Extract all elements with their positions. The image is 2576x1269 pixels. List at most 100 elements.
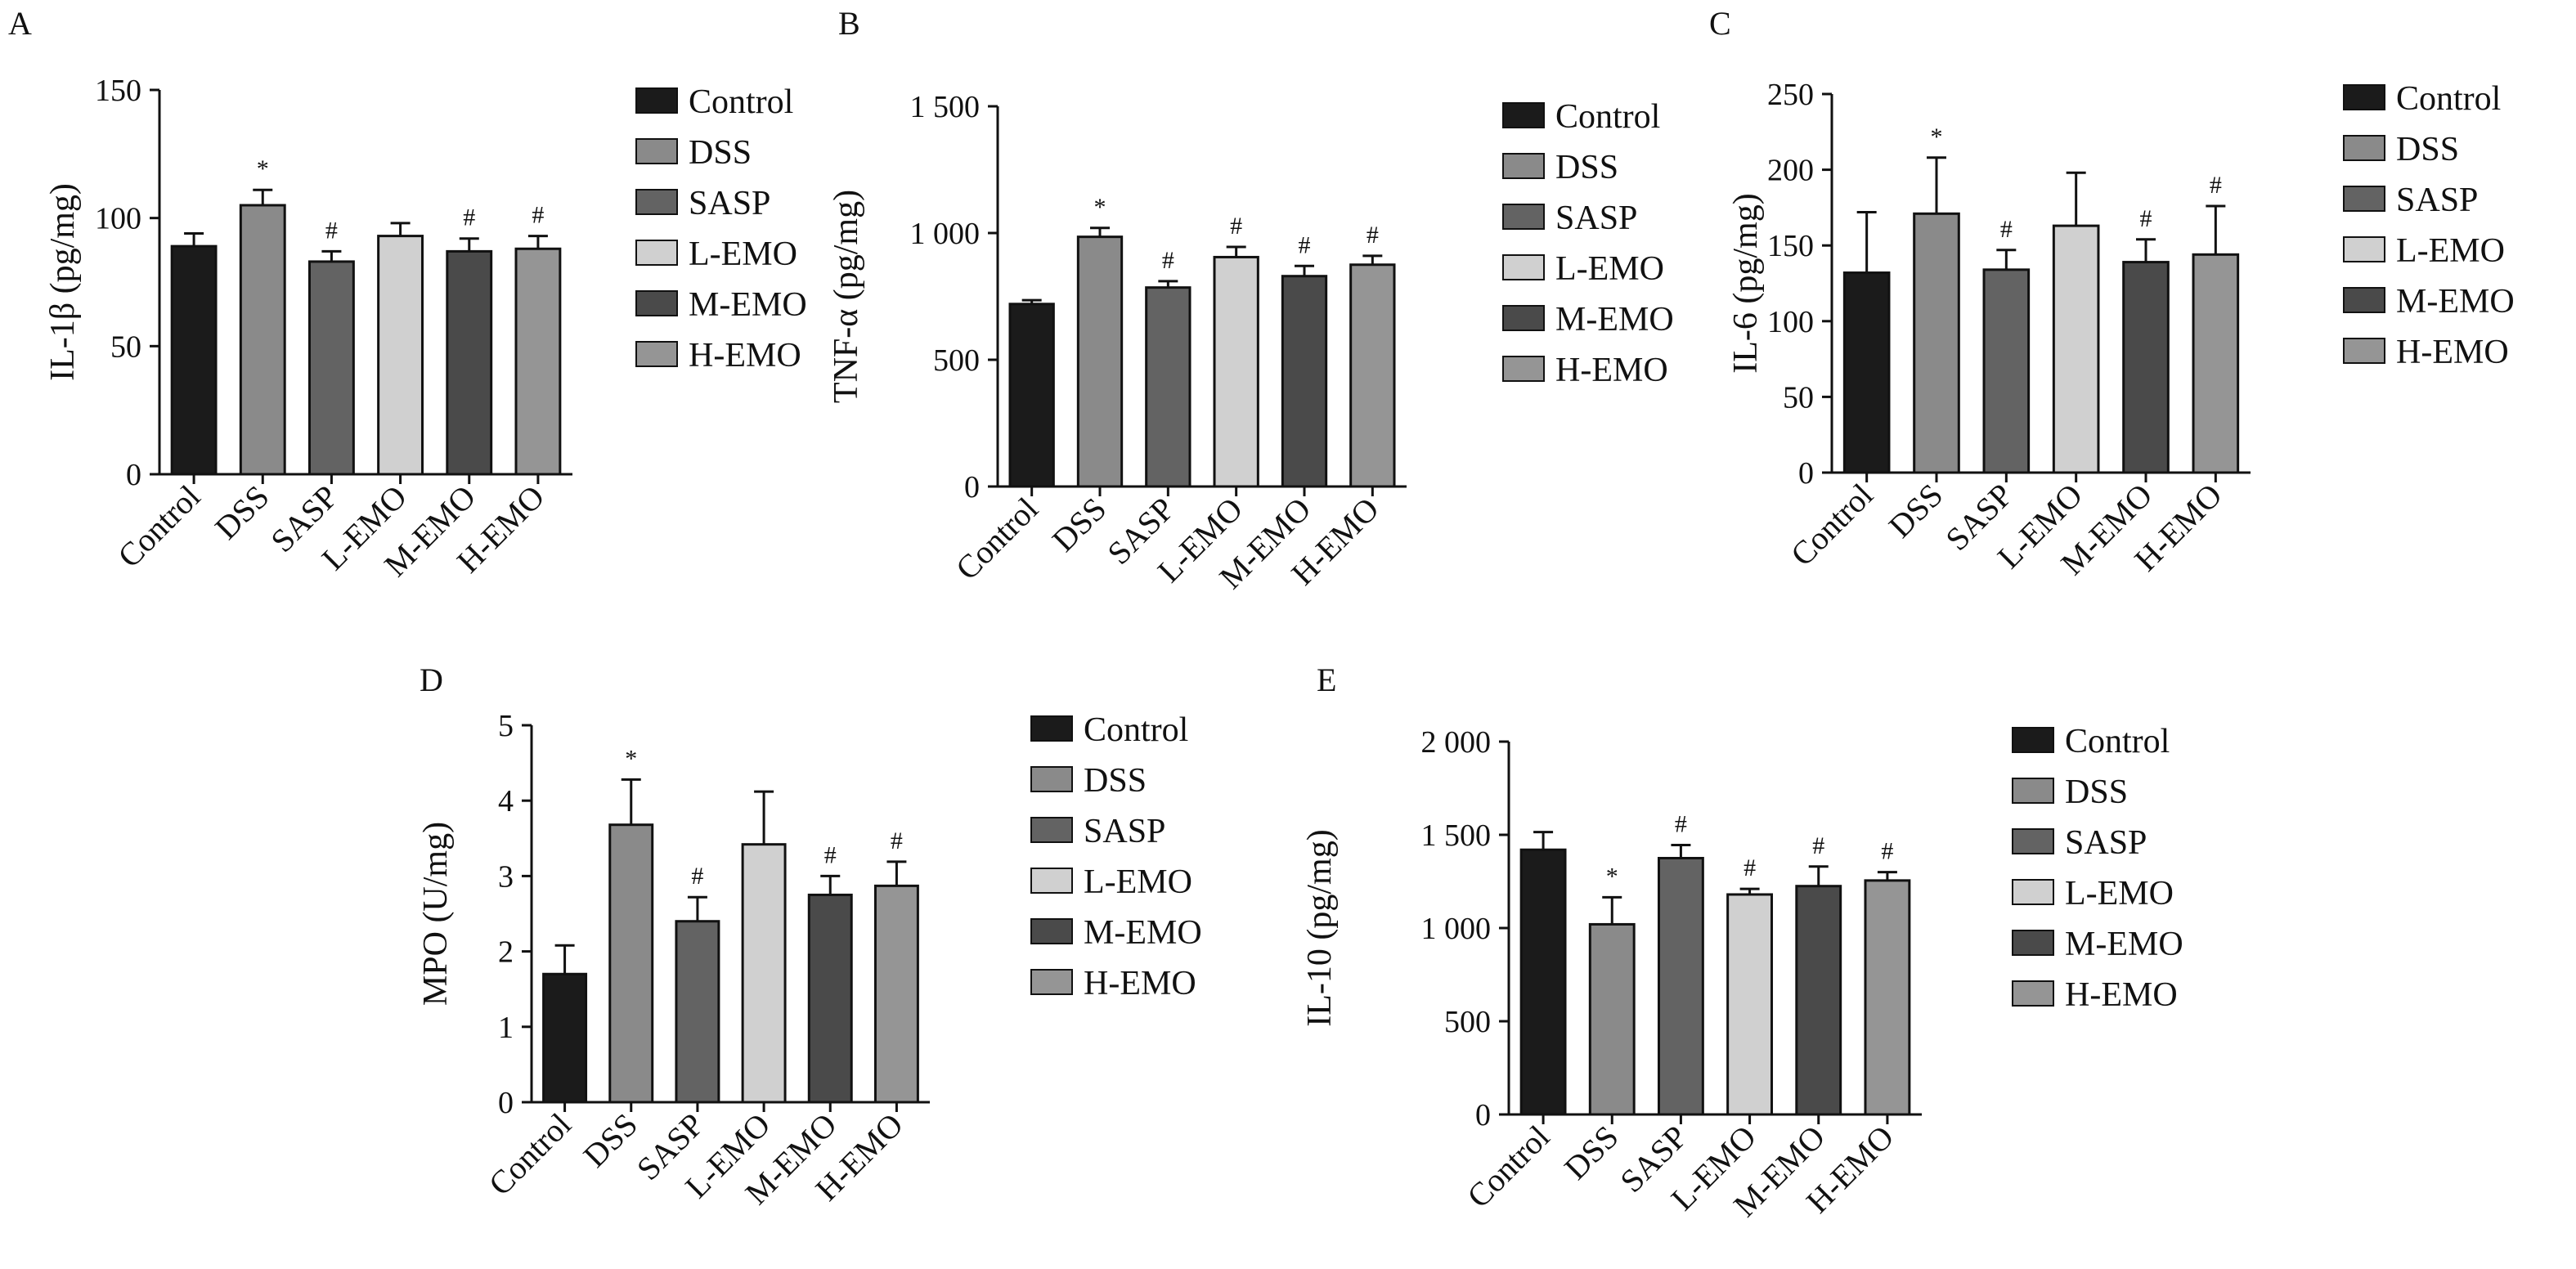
y-tick-label: 2 [498,935,514,970]
panel-b: B 0 500 1 000 1 500 TNF-α (pg/mg) Control * DSS #… [828,5,1674,596]
panel-d: D 0 1 2 3 4 5 MPO (U/mg) Control * DSS # SASP L-EMO # M… [417,661,1202,1212]
significance-marker: * [1931,123,1943,150]
y-axis-title: MPO (U/mg) [417,822,455,1006]
x-tick-label: Control [1784,477,1880,573]
legend-label: L-EMO [1084,863,1192,901]
legend-label: Control [689,83,793,121]
y-tick-label: 500 [1444,1005,1491,1039]
legend-swatch-h-emo [1030,969,1073,995]
bar-control [1519,848,1567,1116]
y-tick-label: 200 [1767,154,1814,188]
bar-m-emo [1795,885,1842,1116]
bar-sasp [307,260,355,476]
bar-control [1842,271,1891,474]
bar-control [1008,303,1055,488]
bar-l-emo [377,235,424,476]
y-tick-label: 0 [964,470,980,504]
legend-swatch-sasp [635,189,678,215]
x-tick-label: DSS [1882,477,1950,545]
legend-label: M-EMO [1555,301,1674,339]
y-axis-title: IL-6 (pg/mg) [1727,193,1765,373]
legend-label: L-EMO [2396,232,2505,270]
bar-m-emo [807,893,853,1104]
legend-swatch-l-emo [1030,868,1073,894]
legend-label: DSS [689,134,752,172]
y-tick-label: 1 500 [910,90,981,124]
legend-label: L-EMO [689,235,797,273]
legend-label: H-EMO [2396,334,2509,371]
significance-marker: # [1812,832,1824,859]
significance-marker: # [2140,205,2152,232]
bar-m-emo [1281,275,1328,488]
bar-h-emo [873,884,919,1104]
legend-label: M-EMO [689,286,807,324]
bar-m-emo [2122,261,2170,474]
legend-label: SASP [2396,182,2478,219]
legend-label: SASP [1555,200,1637,237]
bar-control [542,972,588,1104]
bar-h-emo [2192,253,2240,474]
bar-sasp [1657,857,1704,1116]
bar-h-emo [514,247,562,476]
legend-label: H-EMO [1084,965,1196,1002]
bar-dss [608,823,654,1104]
panel-label: A [8,5,32,42]
significance-marker: * [1606,863,1618,890]
legend-label: M-EMO [2065,926,2183,963]
y-tick-label: 0 [1798,456,1814,491]
panel-label: C [1709,5,1731,42]
panel-label: D [420,661,443,698]
legend-swatch-h-emo [1502,356,1545,382]
legend-swatch-sasp [1502,204,1545,230]
legend-label: M-EMO [2396,283,2515,321]
significance-marker: # [532,202,544,229]
legend-swatch-m-emo [2343,287,2385,313]
significance-marker: # [1744,854,1756,881]
y-tick-label: 500 [933,343,980,378]
significance-marker: # [1675,811,1687,838]
significance-marker: # [824,841,837,868]
y-tick-label: 150 [1767,229,1814,263]
y-tick-label: 100 [1767,305,1814,339]
bar-m-emo [446,249,493,476]
legend-swatch-control [1502,102,1545,128]
significance-marker: * [257,155,269,182]
legend-label: Control [2396,80,2501,118]
legend-swatch-l-emo [2343,236,2385,262]
bar-dss [1913,212,1960,474]
y-tick-label: 2 000 [1421,725,1492,760]
x-tick-label: Control [110,478,207,575]
significance-marker: # [1230,213,1242,240]
bar-sasp [1145,286,1192,488]
y-tick-label: 3 [498,859,514,894]
legend-label: DSS [2396,131,2459,168]
bar-l-emo [1213,255,1259,488]
bar-dss [1588,922,1636,1116]
y-tick-label: 5 [498,709,514,743]
legend-label: H-EMO [2065,976,2178,1014]
significance-marker: * [1094,194,1106,221]
legend-swatch-m-emo [2012,930,2054,956]
significance-marker: # [1881,838,1893,865]
legend-swatch-l-emo [2012,879,2054,905]
y-tick-label: 1 000 [1421,912,1492,946]
panel-e: E 0 500 1 000 1 500 2 000 IL-10 (pg/mg) Control… [1301,661,2183,1224]
significance-marker: # [891,827,903,854]
legend-label: M-EMO [1084,914,1202,952]
legend-label: H-EMO [1555,352,1668,389]
significance-marker: # [1367,222,1379,249]
legend-label: Control [1555,98,1660,136]
legend-swatch-m-emo [635,290,678,316]
y-tick-label: 0 [126,458,141,492]
legend-swatch-dss [2012,778,2054,804]
significance-marker: * [625,745,637,772]
x-tick-label: Control [482,1106,578,1203]
significance-marker: # [325,217,338,244]
legend-label: DSS [2065,774,2128,811]
bar-l-emo [2052,224,2100,474]
legend-swatch-dss [1030,766,1073,792]
bar-h-emo [1864,879,1911,1116]
y-tick-label: 4 [498,784,514,818]
legend-swatch-dss [635,138,678,164]
